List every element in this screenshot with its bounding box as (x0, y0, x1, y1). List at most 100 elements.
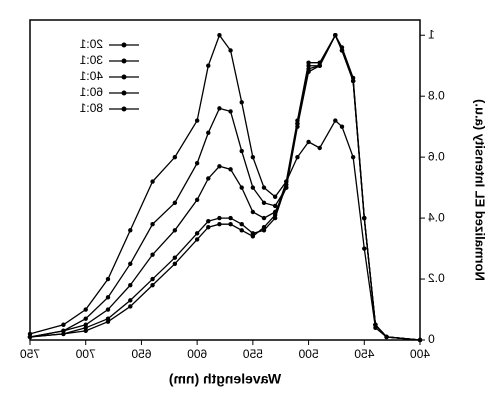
data-point (206, 176, 211, 181)
data-point (194, 118, 200, 123)
data-point (61, 328, 66, 334)
data-point (228, 215, 233, 221)
data-point (362, 215, 367, 221)
data-point (206, 130, 211, 135)
data-point (27, 334, 33, 340)
data-point (362, 246, 367, 251)
data-point (250, 209, 256, 215)
plot-frame (29, 19, 421, 341)
data-point (250, 185, 256, 190)
data-point (333, 33, 338, 38)
data-point (194, 237, 200, 242)
legend-label: 20:1 (79, 37, 103, 51)
data-point (150, 252, 155, 257)
data-point (83, 307, 88, 312)
data-point (27, 331, 33, 337)
legend-marker (121, 42, 127, 48)
data-point (150, 179, 155, 184)
x-tick-label: 550 (243, 347, 263, 361)
data-point (284, 185, 289, 190)
data-point (228, 48, 233, 53)
legend-label: 30:1 (79, 53, 103, 67)
data-point (83, 325, 88, 331)
data-point (172, 200, 178, 206)
data-point (339, 48, 345, 53)
data-point (384, 334, 389, 340)
data-point (172, 255, 178, 260)
data-point (61, 322, 66, 327)
data-point (239, 228, 244, 233)
data-point (228, 221, 233, 227)
data-point (172, 261, 178, 267)
data-point (172, 154, 178, 160)
data-point (105, 295, 111, 300)
y-axis-label: Normalized EL Intensity (a.u.) (473, 99, 488, 281)
x-tick-label: 600 (187, 347, 207, 361)
legend-marker (121, 90, 127, 96)
data-point (206, 225, 211, 230)
data-point (339, 124, 345, 129)
legend-label: 60:1 (79, 85, 103, 99)
data-point (228, 167, 233, 172)
data-point (128, 261, 133, 267)
data-point (172, 228, 178, 233)
data-point (239, 148, 244, 154)
y-tick-label: 0.2 (428, 271, 445, 285)
data-point (83, 322, 88, 327)
y-tick-label: 0 (428, 332, 435, 346)
data-point (239, 100, 244, 105)
data-point (272, 194, 278, 199)
data-point (217, 164, 222, 169)
data-point (128, 282, 133, 288)
data-point (150, 221, 155, 227)
data-point (250, 231, 256, 236)
data-point (83, 316, 88, 321)
data-point (105, 307, 111, 312)
data-point (261, 200, 267, 206)
data-point (417, 337, 423, 343)
data-point (83, 328, 88, 334)
data-point (217, 33, 222, 38)
data-point (239, 221, 244, 227)
data-point (350, 78, 356, 84)
data-point (306, 63, 311, 68)
data-point (206, 63, 211, 68)
data-point (306, 69, 311, 75)
data-point (272, 203, 278, 209)
data-point (250, 234, 256, 239)
data-point (284, 179, 289, 184)
data-point (128, 228, 133, 233)
data-point (261, 185, 267, 190)
data-point (128, 304, 133, 309)
series-line (29, 33, 421, 341)
y-tick-label: 0.8 (428, 88, 445, 102)
data-point (194, 197, 200, 203)
data-point (217, 221, 222, 227)
data-point (317, 145, 322, 151)
data-point (206, 218, 211, 224)
data-point (295, 124, 300, 129)
data-point (250, 154, 256, 160)
x-tick-label: 700 (75, 347, 95, 361)
data-point (261, 215, 267, 221)
data-point (295, 154, 300, 160)
data-point (317, 63, 322, 68)
data-point (272, 215, 278, 221)
data-point (150, 282, 155, 288)
data-point (105, 276, 111, 282)
y-tick-label: 0.4 (428, 210, 445, 224)
legend-label: 40:1 (79, 69, 103, 83)
x-tick-label: 750 (20, 347, 40, 361)
data-point (128, 298, 133, 303)
data-point (272, 209, 278, 215)
data-point (261, 228, 267, 233)
data-point (194, 231, 200, 236)
data-point (194, 161, 200, 166)
data-point (217, 215, 222, 221)
legend-marker (121, 74, 127, 80)
data-point (105, 319, 111, 324)
data-point (228, 109, 233, 114)
data-point (306, 139, 311, 145)
